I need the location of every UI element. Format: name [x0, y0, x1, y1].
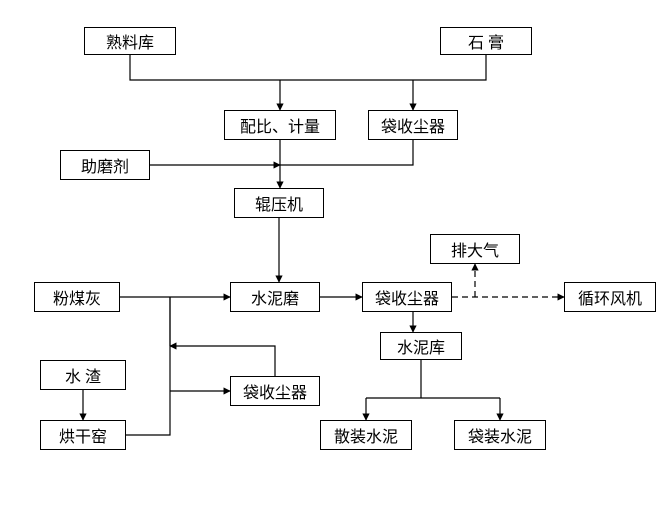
node-fenmeihui: 粉煤灰 — [34, 282, 120, 312]
node-peibi: 配比、计量 — [224, 110, 336, 140]
node-dai3: 袋收尘器 — [230, 376, 320, 406]
node-zhumoji: 助磨剂 — [60, 150, 150, 180]
edge-12 — [366, 360, 500, 398]
edge-0 — [130, 55, 486, 80]
node-honggan: 烘干窑 — [40, 420, 126, 450]
node-shuinimo: 水泥磨 — [230, 282, 320, 312]
node-shuliaoku: 熟料库 — [84, 27, 176, 55]
node-dai1: 袋收尘器 — [368, 110, 458, 140]
node-shuiniku: 水泥库 — [380, 332, 462, 360]
node-xunhuan: 循环风机 — [564, 282, 656, 312]
node-sanzhuang: 散装水泥 — [320, 420, 412, 450]
node-daizhuang: 袋装水泥 — [454, 420, 546, 450]
edge-5 — [280, 140, 413, 165]
edge-16 — [126, 297, 170, 435]
node-shuizha: 水 渣 — [40, 360, 126, 390]
node-shigao: 石 膏 — [440, 27, 532, 55]
node-gunyaji: 辊压机 — [234, 188, 324, 218]
edge-18 — [170, 346, 275, 376]
node-dai2: 袋收尘器 — [362, 282, 452, 312]
node-paidaqi: 排大气 — [430, 234, 520, 264]
